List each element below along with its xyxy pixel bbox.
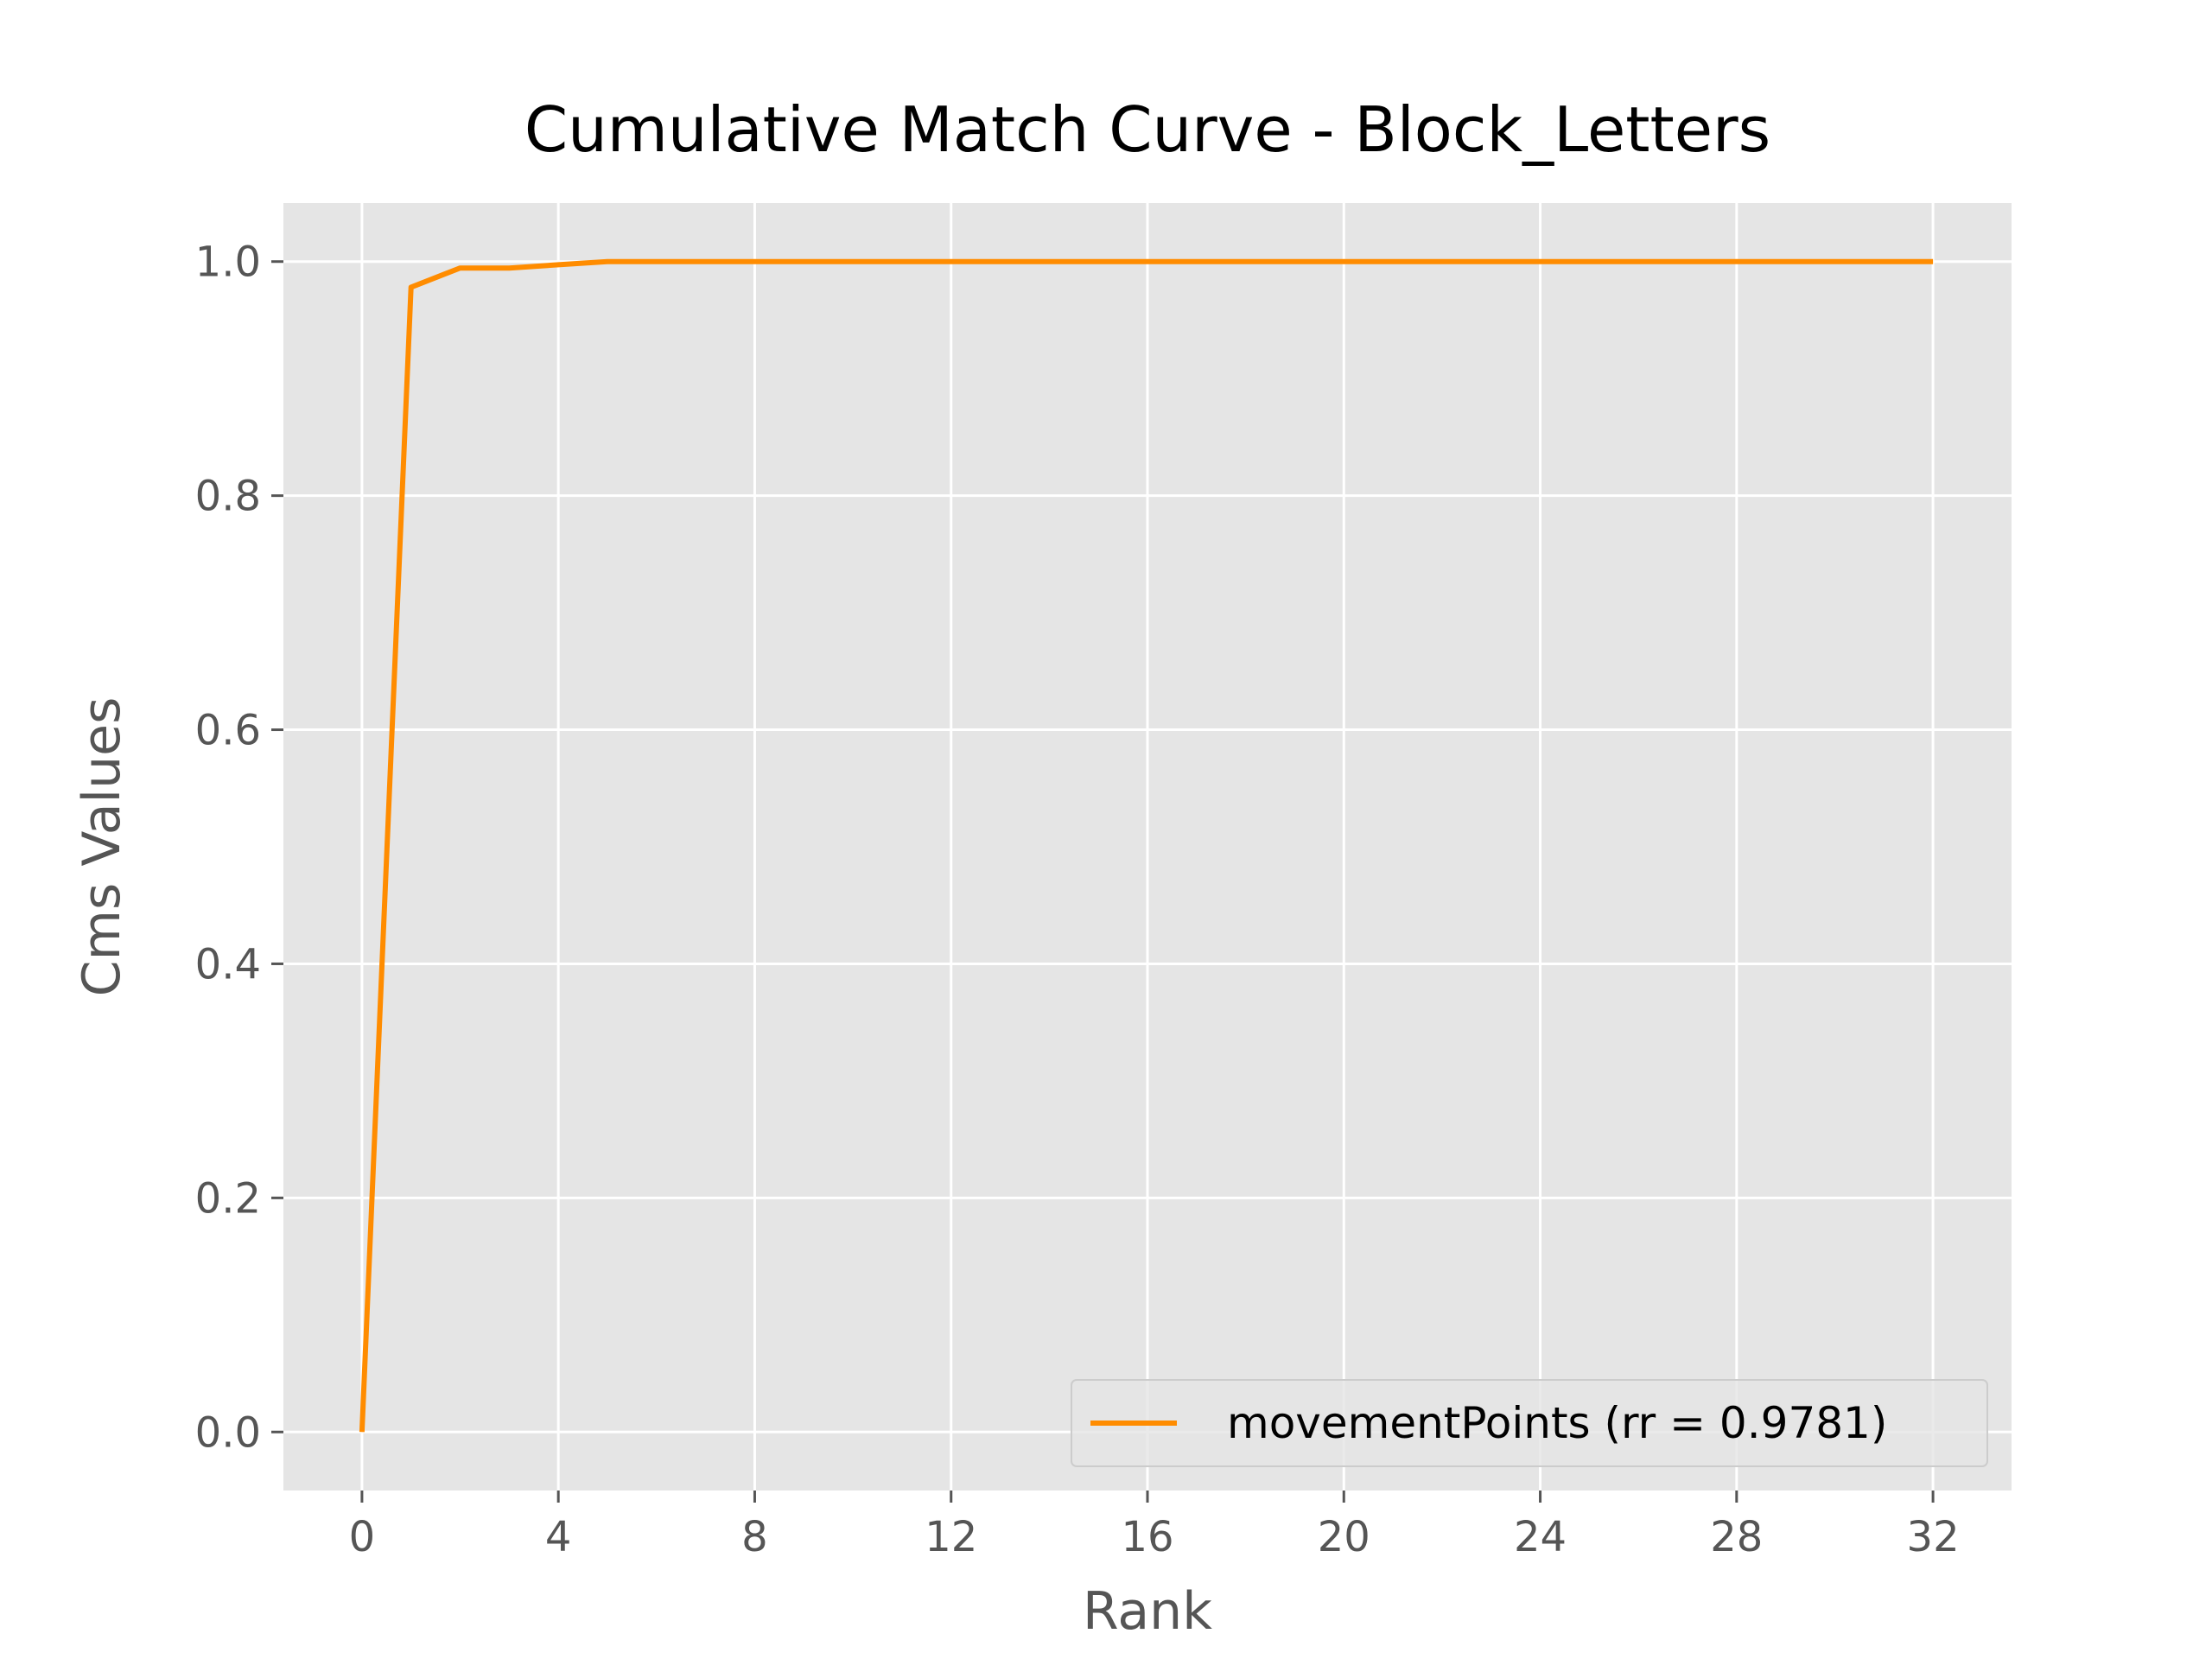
y-tick-label: 0.4 <box>195 940 261 988</box>
y-tick-label: 0.2 <box>195 1174 261 1223</box>
legend-box <box>1071 1379 1988 1467</box>
ticks: 0 4 8 12 16 20 24 28 32 0.0 0.2 0.4 0.6 0.8 1.0 <box>195 238 1960 1561</box>
legend: movementPoints (rr = 0.9781) <box>1071 1379 1988 1467</box>
x-tick-label: 24 <box>1514 1513 1567 1561</box>
x-axis-label: Rank <box>1083 1581 1212 1642</box>
y-axis-label: Cms Values <box>72 697 132 997</box>
y-tick-label: 0.6 <box>195 707 261 755</box>
series-line <box>359 258 1934 1433</box>
x-tick-label: 4 <box>545 1513 572 1561</box>
x-tick-label: 32 <box>1907 1513 1960 1561</box>
x-tick-label: 12 <box>925 1513 977 1561</box>
legend-label: movementPoints (rr = 0.9781) <box>1227 1398 1887 1448</box>
y-tick-label: 0.0 <box>195 1408 261 1457</box>
series <box>359 258 1934 1433</box>
chart-title: Cumulative Match Curve - Block_Letters <box>524 93 1770 166</box>
x-tick-label: 20 <box>1318 1513 1370 1561</box>
y-tick-label: 1.0 <box>195 238 261 287</box>
x-tick-label: 0 <box>349 1513 376 1561</box>
y-tick-label: 0.8 <box>195 473 261 521</box>
x-tick-label: 28 <box>1710 1513 1763 1561</box>
x-tick-label: 16 <box>1121 1513 1173 1561</box>
x-tick-label: 8 <box>741 1513 768 1561</box>
